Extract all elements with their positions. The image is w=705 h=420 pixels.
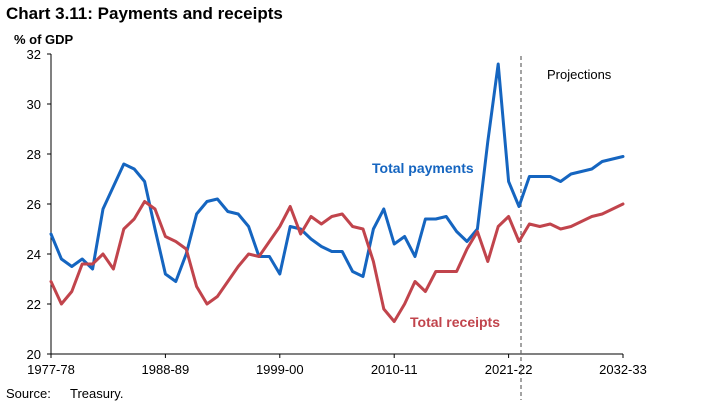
x-tick-label: 2032-33 <box>599 362 647 377</box>
y-tick-label: 28 <box>27 147 41 162</box>
total-payments-line <box>51 64 623 282</box>
y-tick-labels: 20 22 24 26 28 30 32 <box>27 47 51 362</box>
x-tick-label: 2021-22 <box>485 362 533 377</box>
y-tick-label: 26 <box>27 197 41 212</box>
projection-label: Projections <box>547 67 612 82</box>
total-receipts-label: Total receipts <box>410 314 500 330</box>
y-tick-label: 22 <box>27 297 41 312</box>
x-tick-label: 2010-11 <box>371 362 418 377</box>
y-tick-label: 24 <box>27 247 41 262</box>
y-tick-label: 20 <box>27 347 41 362</box>
chart-axes <box>51 54 623 354</box>
source-label: Source: <box>6 386 70 401</box>
chart-canvas: 20 22 24 26 28 30 32 1977-78 1988-89 1999-00 2010… <box>0 0 705 420</box>
chart-series <box>51 64 623 322</box>
y-tick-label: 30 <box>27 97 41 112</box>
source-note: Source: Treasury. <box>6 386 123 401</box>
source-text: Treasury. <box>70 386 123 401</box>
x-tick-label: 1977-78 <box>27 362 75 377</box>
total-payments-label: Total payments <box>372 160 474 176</box>
x-tick-label: 1988-89 <box>142 362 190 377</box>
y-tick-label: 32 <box>27 47 41 62</box>
x-tick-labels: 1977-78 1988-89 1999-00 2010-11 2021-22 2032-… <box>27 354 647 377</box>
total-receipts-line <box>51 202 623 322</box>
x-tick-label: 1999-00 <box>256 362 304 377</box>
